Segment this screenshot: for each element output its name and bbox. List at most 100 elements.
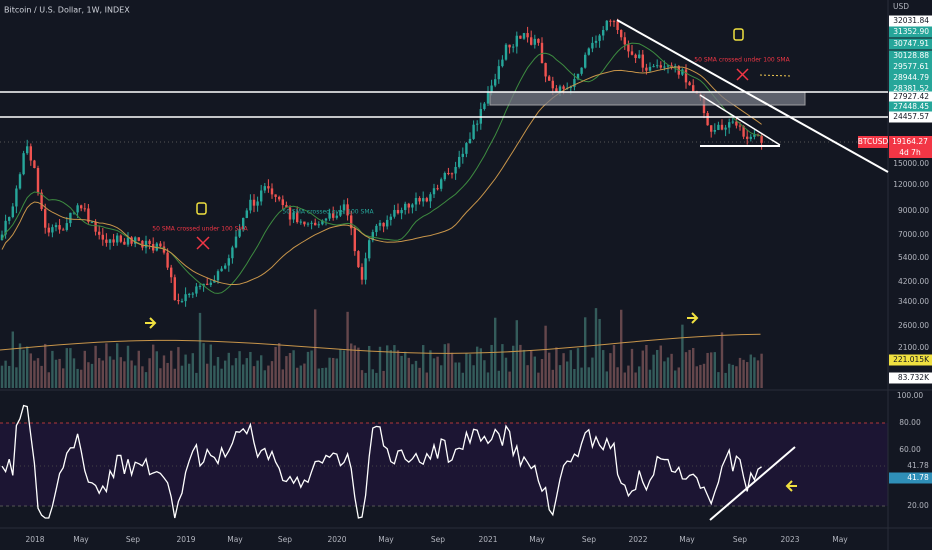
volume-bar xyxy=(105,343,108,388)
candle-body xyxy=(440,179,443,189)
volume-bar xyxy=(213,365,216,388)
candle-body xyxy=(76,205,79,213)
volume-bar xyxy=(44,343,47,388)
candle-body xyxy=(656,65,659,67)
volume-bar xyxy=(465,353,468,388)
time-axis-label: May xyxy=(679,535,695,544)
volume-bar xyxy=(155,351,158,388)
candle-body xyxy=(746,136,749,139)
volume-bar xyxy=(605,371,608,388)
candle-body xyxy=(328,213,331,219)
candle-body xyxy=(537,38,540,43)
volume-bar xyxy=(227,352,230,388)
annotation: 50 SMA crossed under 100 SMA xyxy=(694,57,790,64)
volume-bar xyxy=(648,369,652,388)
volume-bar xyxy=(170,350,173,388)
candle-body xyxy=(443,172,446,180)
price-axis-label: 30128.88 xyxy=(893,51,929,60)
volume-bar xyxy=(533,356,536,388)
candle-body xyxy=(602,30,605,36)
volume-bar xyxy=(47,372,50,388)
candle-body xyxy=(569,86,572,88)
candle-body xyxy=(710,125,713,132)
rsi-axis-label: 41.78 xyxy=(907,473,929,482)
volume-bar xyxy=(540,359,544,388)
volume-bar xyxy=(353,345,356,388)
volume-bar xyxy=(303,363,306,388)
volume-bar xyxy=(278,343,281,388)
candle-body xyxy=(112,239,115,243)
volume-bar xyxy=(242,364,245,388)
time-axis-label: Sep xyxy=(431,535,445,544)
volume-bar xyxy=(494,317,497,388)
candle-body xyxy=(609,20,612,22)
candle-body xyxy=(123,241,126,245)
volume-bar xyxy=(688,349,691,388)
volume-bar xyxy=(558,365,562,388)
volume-bar xyxy=(551,369,554,388)
volume-bar xyxy=(191,353,194,388)
trendline xyxy=(616,19,889,173)
candle-body xyxy=(281,199,284,206)
candle-body xyxy=(627,44,630,52)
volume-bar xyxy=(130,360,133,388)
volume-bar xyxy=(108,356,112,388)
candle-body xyxy=(494,79,497,86)
candle-body xyxy=(400,209,403,214)
price-tag xyxy=(889,91,932,103)
candle-body xyxy=(760,135,763,143)
volume-bar xyxy=(411,364,414,388)
candle-body xyxy=(436,188,439,190)
price-axis-label: 32031.84 xyxy=(893,16,929,25)
volume-bar xyxy=(400,355,403,388)
candle-body xyxy=(368,240,371,259)
annotation: 50 SMA crossed over 100 SMA xyxy=(282,209,374,216)
volume-bar xyxy=(281,369,284,388)
candle-body xyxy=(188,293,191,295)
volume-bar xyxy=(566,361,569,388)
volume-bar xyxy=(267,365,270,388)
volume-bar xyxy=(134,365,137,388)
candle-body xyxy=(303,221,306,225)
volume-bar xyxy=(612,345,616,388)
volume-bar xyxy=(753,357,756,388)
candle-body xyxy=(4,220,7,235)
candle-body xyxy=(638,54,641,59)
volume-bar xyxy=(249,351,252,388)
volume-bar xyxy=(350,343,353,388)
volume-bar xyxy=(501,344,504,388)
candle-body xyxy=(692,85,695,92)
trendline xyxy=(699,94,781,146)
symbol-tag-label: BTCUSD xyxy=(858,137,889,146)
volume-bar xyxy=(425,372,428,388)
candle-body xyxy=(616,21,619,30)
volume-bar xyxy=(209,344,212,388)
candle-body xyxy=(278,196,281,200)
volume-bar xyxy=(598,318,601,388)
volume-bar xyxy=(69,348,72,388)
candle-body xyxy=(62,229,65,231)
price-axis-label: 27448.45 xyxy=(893,102,929,111)
candle-body xyxy=(105,239,108,243)
volume-bar xyxy=(22,349,25,388)
candle-body xyxy=(422,198,425,202)
candle-body xyxy=(598,35,601,41)
volume-bar xyxy=(447,343,450,388)
candle-body xyxy=(663,66,666,68)
sma-100 xyxy=(1,66,762,286)
volume-bar xyxy=(90,363,94,388)
candle-body xyxy=(65,223,68,230)
volume-bar xyxy=(299,365,302,388)
volume-bar xyxy=(749,354,752,388)
volume-bar xyxy=(486,372,490,388)
candle-body xyxy=(630,51,634,55)
candle-body xyxy=(555,88,558,93)
candle-body xyxy=(40,192,43,210)
candle-body xyxy=(720,124,724,130)
currency-label: USD xyxy=(893,2,909,11)
volume-bar xyxy=(83,350,86,388)
price-tag xyxy=(889,72,932,84)
candle-body xyxy=(472,124,475,139)
candle-body xyxy=(454,166,457,174)
volume-bar xyxy=(616,367,619,388)
